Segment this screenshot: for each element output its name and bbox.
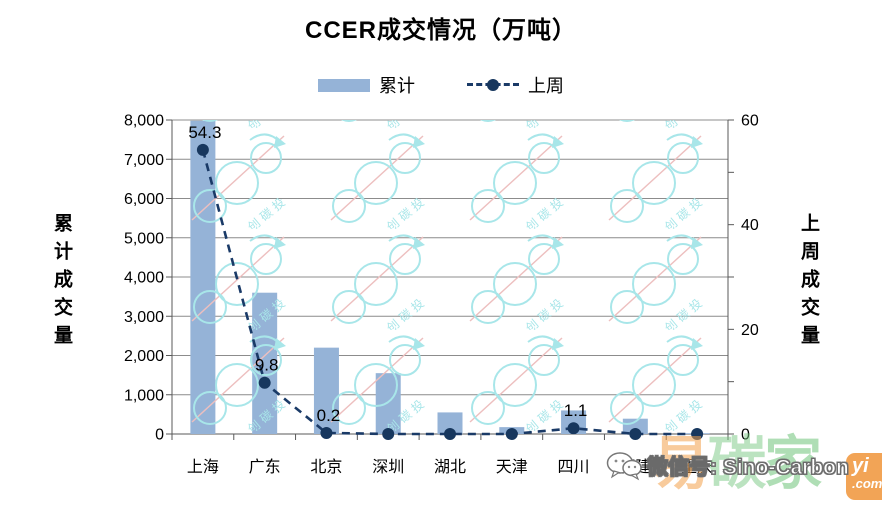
- lastweek-marker-天津: [505, 428, 518, 440]
- right-axis-tick-label: 60: [741, 113, 759, 130]
- x-axis-label-重庆: 重庆: [681, 458, 713, 476]
- lastweek-marker-福建: [629, 428, 642, 440]
- right-axis-tick-label: 40: [741, 217, 759, 234]
- chart-title: CCER成交情况（万吨）: [304, 17, 577, 44]
- legend-lastweek-label: 上周: [528, 76, 564, 96]
- lastweek-marker-北京: [320, 426, 333, 439]
- lastweek-marker-广东: [258, 376, 271, 389]
- legend-item-lastweek: 上周: [467, 72, 564, 98]
- right-axis-title: 上周成交量: [798, 213, 819, 353]
- right-axis-tick-label: 20: [741, 322, 759, 339]
- left-axis-tick-label: 5,000: [124, 230, 164, 247]
- lastweek-marker-四川: [567, 422, 580, 435]
- left-axis-tick-label: 7,000: [124, 152, 164, 169]
- x-axis-label-深圳: 深圳: [372, 458, 404, 476]
- point-label-广东: 9.8: [255, 356, 279, 375]
- watermark-pattern-overlay: [172, 120, 728, 434]
- left-axis-tick-label: 6,000: [124, 191, 164, 208]
- legend-line-marker-swatch: [467, 78, 519, 92]
- lastweek-marker-深圳: [382, 428, 395, 440]
- x-axis-label-福建: 福建: [619, 458, 651, 476]
- right-axis-tick-label: 0: [741, 427, 750, 444]
- x-axis-label-湖北: 湖北: [434, 458, 466, 476]
- x-axis-label-北京: 北京: [310, 458, 342, 476]
- point-label-北京: 0.2: [317, 406, 341, 425]
- x-axis-label-广东: 广东: [249, 458, 281, 476]
- lastweek-line: [201, 149, 698, 436]
- legend-item-cumulative: 累计: [318, 72, 415, 98]
- lastweek-marker-湖北: [444, 428, 456, 440]
- left-axis-tick-label: 0: [155, 427, 164, 444]
- legend-bar-swatch: [318, 78, 370, 92]
- lastweek-marker-重庆: [691, 428, 704, 440]
- left-axis-tick-label: 1,000: [124, 387, 164, 404]
- legend-cumulative-label: 累计: [379, 76, 415, 96]
- legend-marker-dot: [487, 79, 499, 91]
- left-axis-tick-label: 4,000: [124, 270, 164, 287]
- legend: 累计 上周: [0, 72, 882, 98]
- point-label-四川: 1.1: [564, 401, 588, 420]
- x-axis-label-天津: 天津: [496, 458, 528, 476]
- left-axis-tick-label: 3,000: [124, 309, 164, 326]
- x-axis-label-上海: 上海: [187, 458, 219, 476]
- lastweek-marker-上海: [196, 143, 209, 156]
- left-axis-tick-label: 8,000: [124, 113, 164, 130]
- left-axis-title: 累计成交量: [51, 213, 72, 353]
- left-axis-tick-label: 2,000: [124, 348, 164, 365]
- point-label-上海: 54.3: [188, 123, 221, 142]
- x-axis-label-四川: 四川: [558, 459, 590, 476]
